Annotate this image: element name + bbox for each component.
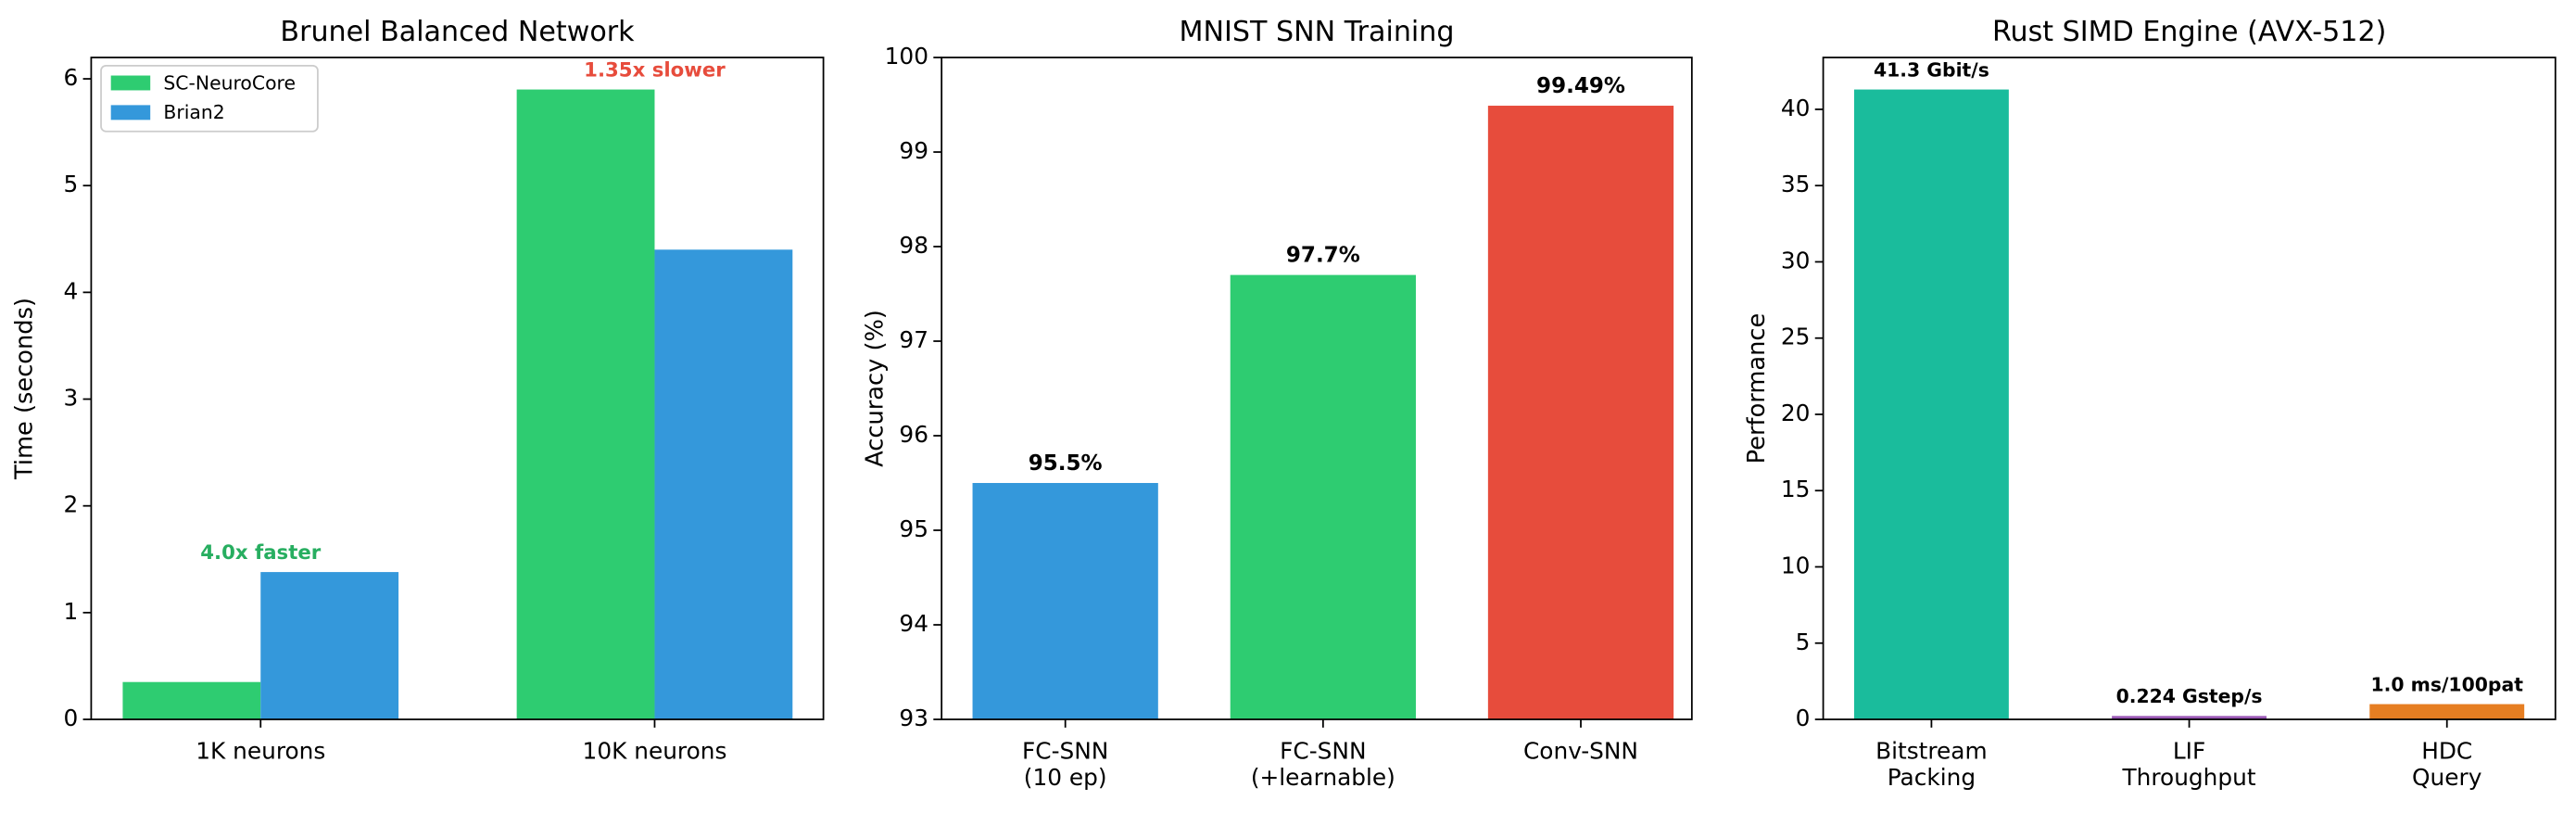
bar: [2112, 716, 2267, 720]
y-tick-label: 97: [899, 326, 928, 353]
legend-swatch: [110, 105, 151, 121]
y-tick-label: 3: [63, 385, 78, 412]
legend-label: Brian2: [163, 101, 224, 123]
bar: [2369, 704, 2525, 720]
legend-label: SC-NeuroCore: [163, 71, 296, 94]
value-label: 0.224 Gstep/s: [2116, 685, 2263, 707]
x-tick-label: HDC Query: [2412, 738, 2481, 791]
y-tick-label: 1: [63, 598, 78, 625]
y-tick-label: 0: [63, 705, 78, 731]
y-tick-label: 4: [63, 277, 78, 304]
y-tick-label: 35: [1781, 171, 1811, 197]
y-tick-label: 20: [1781, 400, 1811, 426]
bar: [1230, 274, 1416, 720]
axes-frame: [90, 57, 825, 720]
x-tick-label: 1K neurons: [196, 738, 325, 765]
bar: [1853, 89, 2009, 720]
y-tick-label: 40: [1781, 95, 1811, 121]
value-label: 41.3 Gbit/s: [1874, 58, 1989, 81]
value-label: 97.7%: [1286, 243, 1360, 267]
y-tick-label: 15: [1781, 476, 1811, 502]
chart-title: MNIST SNN Training: [1180, 16, 1455, 48]
bar: [654, 249, 793, 720]
value-label: 1.0 ms/100pat: [2370, 673, 2523, 695]
chart-title: Brunel Balanced Network: [280, 16, 635, 48]
bar: [122, 681, 261, 720]
y-tick-label: 98: [899, 232, 928, 259]
y-tick-label: 96: [899, 421, 928, 448]
y-tick-label: 5: [1796, 629, 1811, 655]
y-tick-label: 30: [1781, 247, 1811, 273]
y-tick-label: 2: [63, 491, 78, 518]
y-tick-label: 6: [63, 64, 78, 91]
y-tick-label: 100: [885, 43, 928, 70]
y-tick-label: 94: [899, 610, 928, 637]
y-tick-label: 10: [1781, 552, 1811, 578]
y-tick-label: 0: [1796, 705, 1811, 731]
value-label: 95.5%: [1029, 451, 1103, 476]
bar: [1487, 106, 1674, 720]
value-label: 99.49%: [1536, 74, 1625, 98]
annotation: 1.35x slower: [584, 58, 726, 82]
legend-swatch: [110, 75, 151, 91]
axes-frame: [1822, 57, 2557, 720]
y-tick-label: 99: [899, 137, 928, 164]
y-axis-label: Time (seconds): [11, 298, 39, 480]
bar: [260, 572, 399, 720]
y-tick-label: 5: [63, 171, 78, 197]
x-tick-label: LIF Throughput: [2122, 738, 2256, 791]
x-tick-label: Bitstream Packing: [1875, 738, 1988, 791]
y-axis-label: Performance: [1743, 313, 1771, 464]
legend: SC-NeuroCore Brian2: [100, 64, 319, 133]
x-tick-label: FC-SNN (10 ep): [1022, 738, 1108, 791]
x-tick-label: 10K neurons: [583, 738, 727, 765]
annotation: 4.0x faster: [200, 541, 322, 565]
y-tick-label: 93: [899, 705, 928, 731]
x-tick-label: Conv-SNN: [1523, 738, 1638, 765]
legend-box: [100, 64, 319, 133]
y-tick-label: 25: [1781, 324, 1811, 350]
chart-title: Rust SIMD Engine (AVX-512): [1992, 16, 2386, 48]
y-tick-label: 95: [899, 515, 928, 542]
x-tick-label: FC-SNN (+learnable): [1251, 738, 1395, 791]
axes-frame: [941, 57, 1693, 720]
bar: [972, 483, 1158, 720]
bar: [516, 89, 655, 720]
y-axis-label: Accuracy (%): [861, 310, 889, 467]
